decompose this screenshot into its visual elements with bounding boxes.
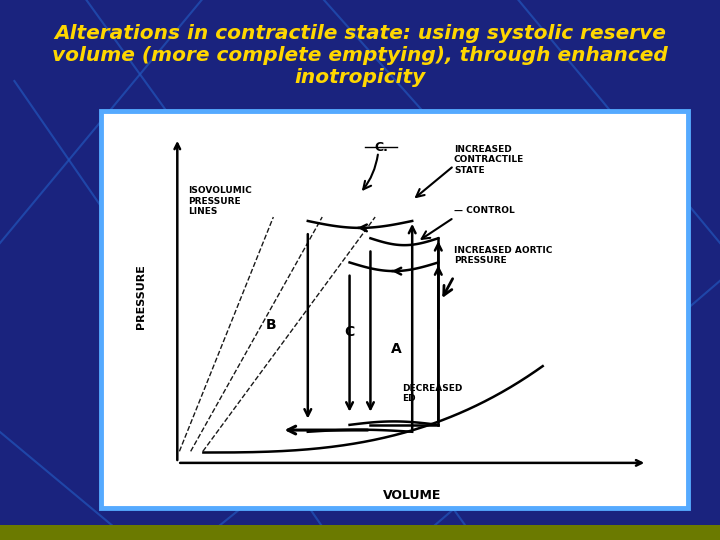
Text: DECREASED
ED: DECREASED ED [402, 384, 462, 403]
Text: PRESSURE: PRESSURE [136, 265, 145, 329]
Text: VOLUME: VOLUME [383, 489, 441, 502]
Text: A: A [391, 342, 402, 356]
Text: ISOVOLUMIC
PRESSURE
LINES: ISOVOLUMIC PRESSURE LINES [188, 186, 251, 216]
Text: — CONTROL: — CONTROL [454, 206, 515, 215]
FancyBboxPatch shape [101, 111, 688, 508]
Text: INCREASED
CONTRACTILE
STATE: INCREASED CONTRACTILE STATE [454, 145, 524, 175]
Text: INCREASED AORTIC
PRESSURE: INCREASED AORTIC PRESSURE [454, 246, 552, 265]
Text: B: B [266, 318, 276, 332]
Text: C.: C. [374, 141, 388, 154]
Bar [0, 525, 720, 540]
Text: Alterations in contractile state: using systolic reserve
volume (more complete e: Alterations in contractile state: using … [52, 24, 668, 87]
Text: C: C [344, 325, 355, 339]
